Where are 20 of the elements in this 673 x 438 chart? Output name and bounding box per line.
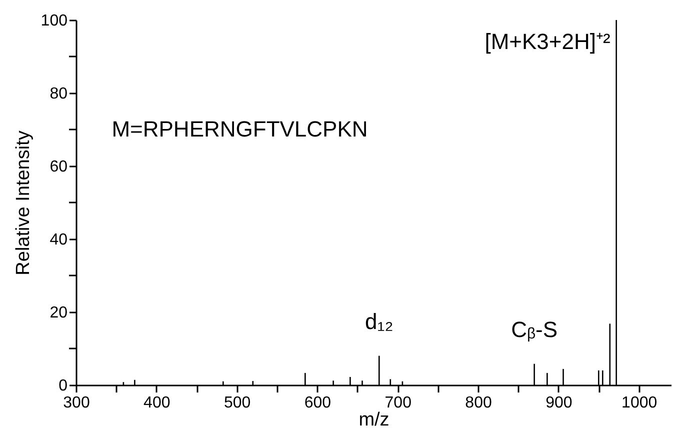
annotation: Cᵦ-S (511, 316, 558, 342)
y-axis-title: Relative Intensity (12, 130, 34, 276)
y-tick-label: 100 (40, 12, 68, 30)
y-tick-label: 20 (50, 304, 68, 322)
y-tick-label: 40 (50, 232, 68, 248)
x-tick-label: 300 (63, 394, 90, 412)
y-tick-label: 60 (50, 158, 68, 176)
x-tick-label: 700 (384, 394, 412, 412)
x-tick-label: 800 (465, 394, 492, 412)
x-tick-label: 900 (546, 394, 572, 412)
y-tick-label: 0 (58, 378, 68, 394)
annotation: d₁₂ (365, 308, 394, 334)
annotation: M=RPHERNGFTVLCPKN (112, 116, 368, 142)
x-tick-label: 500 (224, 394, 251, 412)
x-tick-label: 400 (144, 394, 170, 412)
x-tick-label: 600 (304, 394, 332, 412)
y-tick-label: 80 (50, 86, 68, 102)
x-axis-title: m/z (358, 410, 390, 430)
x-tick-label: 1000 (622, 394, 658, 412)
annotation: [M+K3+2H]⁺² (484, 29, 610, 54)
